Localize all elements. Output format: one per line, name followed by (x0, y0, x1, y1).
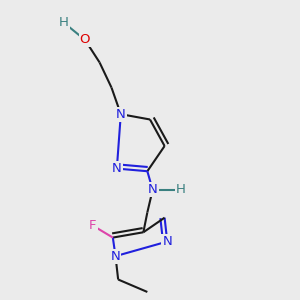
Text: H: H (176, 183, 185, 196)
Text: O: O (80, 33, 90, 46)
Text: F: F (89, 219, 97, 232)
Text: H: H (59, 16, 69, 29)
Text: N: N (148, 183, 158, 196)
Text: N: N (112, 162, 122, 175)
Text: N: N (111, 250, 120, 263)
Text: N: N (116, 108, 126, 121)
Text: N: N (162, 235, 172, 248)
